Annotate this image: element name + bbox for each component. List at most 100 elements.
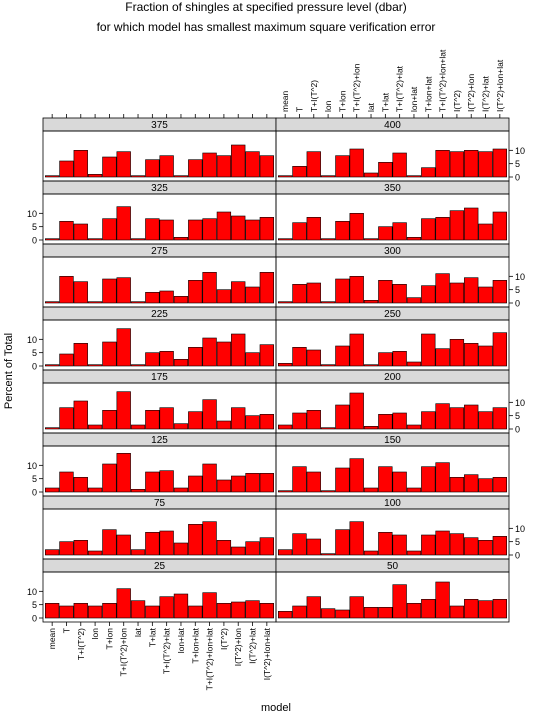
panel-frame — [275, 571, 510, 623]
bar-mean — [44, 487, 60, 493]
bar-T+I(T^2)+lon+lat — [202, 272, 217, 304]
x-tick-label: T+I(T^2)+lon — [119, 628, 129, 677]
bar-T+I(T^2) — [73, 540, 88, 556]
bar-T+lat — [378, 414, 393, 430]
bar-I(T^2)+lat — [245, 541, 260, 556]
bar-T+lon+lat — [188, 475, 203, 493]
bar-mean — [277, 611, 293, 619]
bar-I(T^2) — [216, 155, 232, 178]
bar-T+lon — [102, 341, 117, 367]
panel-strip-label: 50 — [387, 561, 399, 572]
bar-T+I(T^2)+lon — [349, 521, 364, 556]
bar-T+lon+lat — [421, 333, 436, 367]
bar-T+I(T^2) — [73, 281, 88, 304]
bar-I(T^2)+lat — [245, 415, 260, 430]
bar-I(T^2)+lon+lat — [492, 536, 507, 556]
bar-T+lon+lat — [421, 285, 436, 304]
bar-I(T^2)+lon — [464, 277, 479, 304]
bar-lon — [320, 490, 336, 493]
bar-T+lat — [378, 226, 393, 241]
bar-I(T^2)+lon — [464, 343, 479, 367]
bar-I(T^2)+lon — [231, 281, 246, 304]
bar-lon+lat — [173, 237, 189, 241]
bar-I(T^2)+lon — [231, 546, 246, 556]
bar-lat — [130, 364, 146, 367]
bar-T+I(T^2)+lon — [116, 277, 131, 304]
chart-title: Fraction of shingles at specified pressu… — [125, 0, 406, 14]
x-tick-label: T+I(T^2)+lat — [395, 65, 405, 112]
bar-I(T^2)+lat — [478, 151, 493, 178]
bar-I(T^2) — [216, 289, 232, 304]
x-tick-label: T+I(T^2)+lat — [162, 627, 172, 674]
bar-mean — [44, 549, 60, 556]
panel-400: 400 0 5 10 mean T T+I(T^2) lon T+lon T+I(T^2)+lon… — [275, 49, 525, 183]
bar-T+I(T^2)+lat — [159, 596, 174, 619]
bar-I(T^2)+lon+lat — [492, 332, 507, 367]
bar-I(T^2)+lon+lat — [492, 148, 507, 178]
chart-subtitle: for which model has smallest maximum squ… — [97, 20, 436, 34]
bar-lat — [363, 300, 379, 304]
bar-I(T^2)+lat — [245, 151, 260, 178]
bar-I(T^2)+lon — [231, 475, 246, 493]
bar-T+I(T^2)+lon — [116, 453, 131, 493]
bar-lon — [320, 553, 336, 556]
y-axis-label: Percent of Total — [3, 333, 15, 409]
bar-T+I(T^2)+lat — [159, 351, 174, 367]
bar-I(T^2)+lon+lat — [492, 280, 507, 304]
bar-mean — [277, 175, 293, 178]
y-tick-label: 10 — [515, 146, 525, 156]
bar-T — [292, 466, 307, 493]
panel-225: 225 0 5 10 — [27, 306, 277, 372]
bar-lon — [87, 487, 103, 493]
x-tick-label: T+I(T^2)+lon — [352, 63, 362, 112]
bar-I(T^2)+lon — [464, 537, 479, 556]
bar-lat — [130, 489, 146, 493]
bar-T+I(T^2)+lon — [349, 276, 364, 304]
bar-T+I(T^2)+lon+lat — [202, 399, 217, 430]
bar-mean — [44, 175, 60, 178]
bar-I(T^2)+lon+lat — [492, 599, 507, 619]
bar-T+lat — [145, 352, 160, 367]
bar-I(T^2) — [216, 479, 232, 493]
bar-I(T^2)+lon+lat — [259, 272, 274, 304]
panel-125: 125 0 5 10 — [27, 432, 277, 498]
bar-I(T^2)+lon+lat — [259, 473, 274, 493]
bar-T+I(T^2)+lat — [392, 584, 407, 619]
bar-lat — [363, 172, 379, 178]
bar-lon — [87, 605, 103, 619]
y-tick-label: 0 — [32, 236, 37, 246]
bar-T+lon — [335, 345, 350, 367]
bar-T+I(T^2)+lon+lat — [202, 521, 217, 556]
x-tick-label: T+lon — [337, 90, 347, 112]
bar-I(T^2)+lat — [478, 600, 493, 619]
bar-T+lon+lat — [188, 219, 203, 241]
panel-strip-label: 100 — [384, 498, 401, 509]
bar-mean — [277, 490, 293, 493]
bar-mean — [277, 301, 293, 304]
bar-T+I(T^2)+lon+lat — [435, 348, 450, 367]
bar-I(T^2)+lon — [464, 599, 479, 619]
panel-frame — [275, 256, 510, 308]
bar-lon — [87, 301, 103, 304]
bar-lon — [87, 424, 103, 430]
bar-T+lat — [145, 292, 160, 304]
bar-T+lat — [145, 471, 160, 493]
panel-strip-label: 400 — [384, 120, 401, 131]
bar-lon+lat — [406, 603, 422, 619]
bar-T+lon+lat — [188, 524, 203, 556]
panel-strip-label: 125 — [151, 435, 168, 446]
bar-mean — [44, 364, 60, 367]
bar-T+I(T^2)+lat — [392, 471, 407, 493]
x-tick-label: lon+lat — [409, 86, 419, 112]
y-tick-label: 10 — [515, 398, 525, 408]
x-tick-label: mean — [280, 90, 290, 112]
bar-lon+lat — [406, 297, 422, 304]
x-tick-label: I(T^2)+lon+lat — [262, 627, 272, 680]
bar-T+I(T^2) — [306, 471, 321, 493]
bar-T+I(T^2)+lon+lat — [202, 463, 217, 493]
bar-T+I(T^2) — [306, 596, 321, 619]
panel-250: 250 — [275, 306, 510, 371]
x-tick-label: T+I(T^2) — [76, 628, 86, 660]
y-tick-label: 5 — [32, 600, 37, 610]
